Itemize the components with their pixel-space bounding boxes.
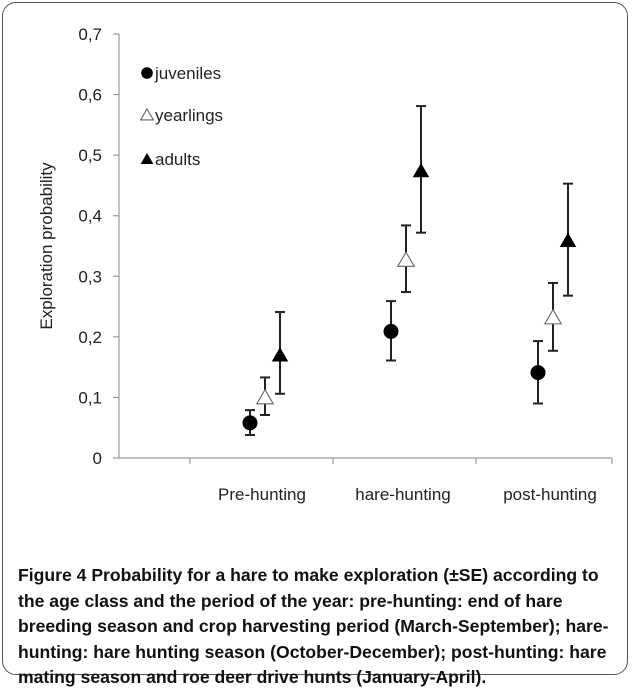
y-tick-label: 0: [93, 449, 102, 468]
figure-caption: Figure 4 Probability for a hare to make …: [18, 563, 618, 691]
chart: 0 0,1 0,2 0,3 0,4 0,5 0,6 0,7 Pre-hunting hare-h…: [37, 25, 613, 504]
series-yearlings: [255, 224, 563, 416]
data-point: [412, 163, 430, 178]
data-marks: [242, 105, 577, 436]
y-tick-label: 0,6: [78, 86, 102, 105]
legend-label: adults: [155, 150, 200, 169]
x-tick-label: post-hunting: [503, 485, 597, 504]
legend-label: juveniles: [154, 64, 221, 83]
x-tick-label: hare-hunting: [355, 485, 450, 504]
x-ticks: Pre-hunting hare-hunting post-hunting: [189, 458, 613, 504]
legend-marker: [139, 107, 155, 121]
data-point: [396, 250, 416, 267]
caption-text: Probability for a hare to make explorati…: [18, 565, 609, 687]
y-axis-title: Exploration probability: [37, 162, 56, 330]
data-point: [559, 232, 577, 247]
data-point: [242, 415, 258, 431]
series-juveniles: [242, 300, 546, 436]
legend-label: yearlings: [155, 106, 223, 125]
data-point: [383, 323, 399, 339]
y-tick-label: 0,4: [78, 207, 102, 226]
legend-marker: [140, 152, 154, 164]
caption-label: Figure 4: [18, 565, 87, 585]
data-point: [530, 365, 546, 381]
figure-frame: [2, 2, 628, 675]
y-tick-label: 0,2: [78, 328, 102, 347]
series-adults: [271, 105, 577, 395]
y-ticks: 0 0,1 0,2 0,3 0,4 0,5 0,6 0,7: [78, 25, 119, 468]
data-point: [255, 388, 275, 405]
legend: juveniles yearlings adults: [139, 64, 223, 169]
x-tick-label: Pre-hunting: [218, 485, 306, 504]
y-tick-label: 0,3: [78, 267, 102, 286]
data-point: [271, 347, 289, 362]
y-tick-label: 0,7: [78, 25, 102, 44]
legend-marker: [141, 67, 153, 79]
y-tick-label: 0,1: [78, 388, 102, 407]
data-point: [543, 308, 563, 325]
y-tick-label: 0,5: [78, 146, 102, 165]
